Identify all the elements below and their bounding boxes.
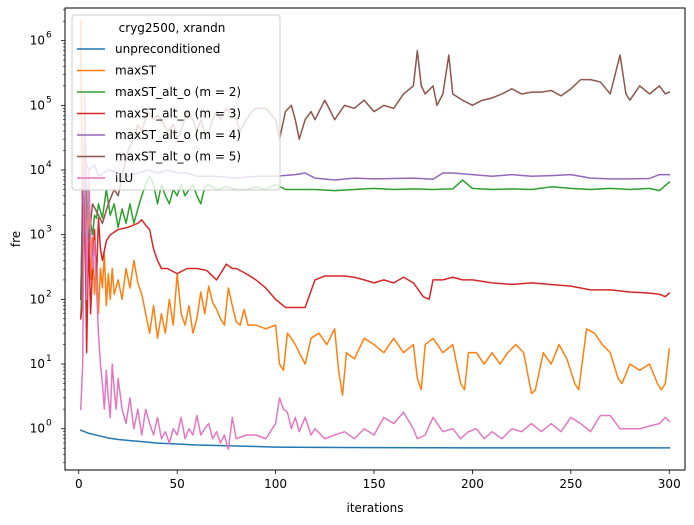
x-tick-label-3: 150 [363, 477, 386, 491]
legend-label-6: iLU [115, 171, 133, 185]
y-tick-exponent-1: 1 [46, 354, 52, 364]
y-tick-label-3: 10 [30, 228, 45, 242]
y-tick-label-4: 10 [30, 163, 45, 177]
legend-label-2: maxST_alt_o (m = 2) [115, 85, 241, 99]
x-tick-label-2: 100 [264, 477, 287, 491]
series-line-0 [79, 429, 670, 449]
y-tick-exponent-2: 2 [46, 289, 52, 299]
legend-label-4: maxST_alt_o (m = 4) [115, 128, 241, 142]
x-axis-label: iterations [347, 501, 404, 515]
y-tick-label-6: 10 [30, 34, 45, 48]
y-tick-label-1: 10 [30, 357, 45, 371]
legend: cryg2500, xrandn unpreconditioned maxST max… [71, 14, 281, 191]
x-tick-label-4: 200 [461, 477, 484, 491]
legend-title: cryg2500, xrandn [119, 21, 226, 35]
x-axis-ticks: 0 50 100 150 200 250 300 [75, 470, 681, 491]
legend-label-1: maxST [115, 64, 157, 78]
y-axis-label: fre [9, 231, 23, 247]
y-tick-exponent-4: 4 [46, 160, 52, 170]
series-line-1 [79, 20, 671, 396]
legend-label-5: maxST_alt_o (m = 5) [115, 150, 241, 164]
y-tick-exponent-0: 0 [46, 419, 52, 429]
y-tick-label-0: 10 [30, 422, 45, 436]
x-tick-label-6: 300 [658, 477, 681, 491]
x-tick-label-1: 50 [170, 477, 185, 491]
y-tick-label-2: 10 [30, 292, 45, 306]
y-tick-exponent-6: 6 [46, 31, 52, 41]
series-line-6 [79, 93, 671, 451]
y-tick-exponent-3: 3 [46, 225, 52, 235]
x-tick-label-5: 250 [559, 477, 582, 491]
y-tick-label-5: 10 [30, 98, 45, 112]
legend-label-3: maxST_alt_o (m = 3) [115, 107, 241, 121]
series-line-3 [79, 195, 671, 354]
legend-box [71, 14, 281, 191]
legend-label-0: unpreconditioned [115, 42, 220, 56]
y-tick-exponent-5: 5 [46, 95, 52, 105]
x-tick-label-0: 0 [75, 477, 83, 491]
plot-frame [64, 7, 686, 471]
